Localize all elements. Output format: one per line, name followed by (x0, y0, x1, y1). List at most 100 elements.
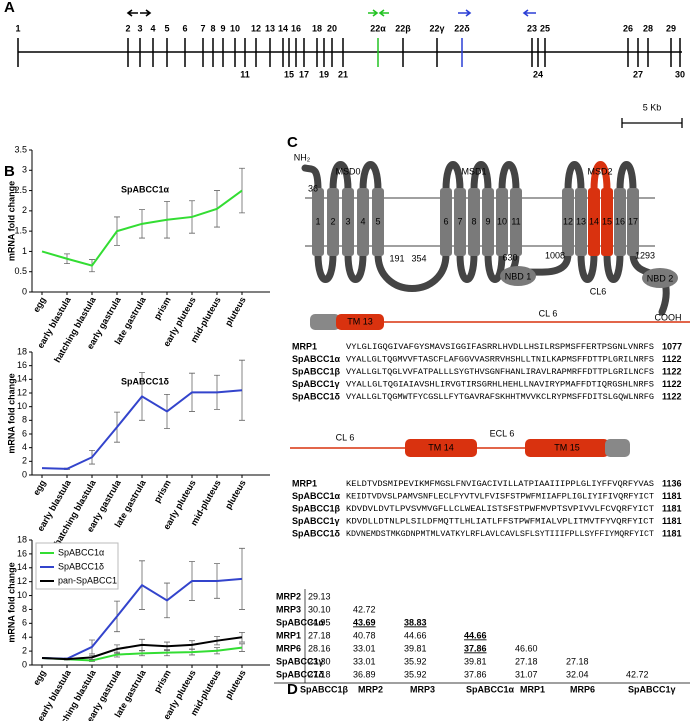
sequence-name: SpABCC1α (292, 354, 341, 364)
primer-arrow (126, 9, 138, 17)
sequence: VYALLGLTQGMVVFTASCFLAFGGVVASRRVHSHLLTNIL… (346, 356, 654, 365)
cell: 35.92 (404, 656, 427, 666)
helix-label: 15 (602, 216, 612, 226)
y-tick-label: 16 (17, 360, 27, 370)
residue-number: 354 (411, 253, 426, 263)
series-line (41, 646, 243, 662)
cell: 28.16 (308, 643, 331, 653)
tm-cylinder (605, 439, 630, 457)
sequence: VYLGLIGQGIVAFGYSMAVSIGGIFASRRLHVDLLHSILR… (346, 343, 654, 352)
y-tick-label: 3.5 (14, 144, 27, 154)
column-label: MRP6 (570, 684, 595, 694)
row-label: SpABCC1α (276, 617, 325, 627)
residue-number: 630 (502, 252, 517, 262)
cell: 42.72 (626, 669, 649, 679)
chart-title: SpABCC1α (121, 184, 170, 194)
y-tick-label: 12 (17, 387, 27, 397)
row-label: SpABCC1γ (276, 656, 324, 666)
cell: 40.78 (353, 630, 376, 640)
exon-label: 28 (643, 23, 653, 33)
cell: 39.81 (464, 656, 487, 666)
cell: 42.72 (353, 604, 376, 614)
loop (470, 161, 492, 194)
nbd-label: NBD 2 (647, 273, 674, 283)
loop (314, 250, 337, 283)
helix-label: 17 (628, 216, 638, 226)
exon-label: 24 (533, 69, 543, 79)
exon-label: 7 (200, 23, 205, 33)
sequence: KDVNEMDSTMKGDNPMTMLVATKYLRFLAVLCAVLSFLSY… (346, 530, 654, 539)
cell: 36.89 (353, 669, 376, 679)
y-tick-label: 2 (22, 645, 27, 655)
cell: 27.18 (308, 630, 331, 640)
legend-label: SpABCC1δ (58, 561, 104, 571)
sequence-name: SpABCC1γ (292, 516, 340, 526)
chart-title: SpABCC1δ (121, 376, 170, 386)
exon-label: 25 (540, 23, 550, 33)
helix (312, 188, 324, 256)
y-tick-label: 18 (17, 346, 27, 356)
cell: 27.18 (515, 656, 538, 666)
cell: 29.13 (308, 591, 331, 601)
y-tick-label: 1.5 (14, 226, 27, 236)
y-tick-label: 1 (22, 246, 27, 256)
domain-label: MSD1 (461, 166, 486, 176)
cell: 39.81 (404, 643, 427, 653)
primers (126, 9, 536, 17)
helix (588, 188, 600, 256)
c-terminus: COOH (655, 312, 682, 322)
residue-number: 1293 (635, 250, 655, 260)
residue-end: 1181 (662, 491, 682, 501)
exon-label: 13 (265, 23, 275, 33)
tm-cylinder (525, 439, 609, 457)
exon-label: 27 (633, 69, 643, 79)
helix (627, 188, 639, 256)
error-bar (239, 643, 245, 652)
y-axis-label: mRNA fold change (6, 562, 16, 642)
sequence: KDVDVLDVTLPVSVMVGFLLCLWEALISTSFSTPWFMVPT… (346, 505, 654, 514)
exon-label: 22δ (454, 23, 470, 33)
loop (456, 250, 478, 283)
residue-end: 1122 (662, 366, 682, 376)
series-line (41, 389, 243, 470)
column-label: SpABCC1α (466, 684, 515, 694)
row-label: MRP6 (276, 643, 301, 653)
exon-label: 4 (150, 23, 155, 33)
sequence-name: SpABCC1δ (292, 528, 341, 538)
exon-label: 5 (164, 23, 169, 33)
row-label: MRP1 (276, 630, 301, 640)
series-line (41, 189, 243, 267)
sequence: VYALLGLTQGMWTFYCGSLLFYTGAVRAFSKHHTMVVKCL… (346, 393, 654, 402)
sequence-name: SpABCC1γ (292, 379, 340, 389)
cell: 27.18 (566, 656, 589, 666)
primer-arrow (140, 9, 152, 17)
y-tick-label: 18 (17, 534, 27, 544)
domain-label: MSD0 (335, 166, 360, 176)
primer-arrow (458, 9, 472, 17)
sequence-name: SpABCC1β (292, 503, 341, 513)
cell: 44.66 (404, 630, 427, 640)
series-line (41, 577, 243, 660)
tm-label: TM 14 (428, 442, 454, 452)
domain-label: MSD2 (587, 166, 612, 176)
y-tick-label: 2.5 (14, 185, 27, 195)
column-label: MRP2 (358, 684, 383, 694)
loop (577, 250, 598, 283)
y-tick-label: 0 (22, 659, 27, 669)
exon-label: 18 (312, 23, 322, 33)
helix (440, 188, 452, 256)
y-tick-label: 8 (22, 604, 27, 614)
tm-cylinder (310, 314, 340, 330)
helix (562, 188, 574, 256)
loop (564, 161, 585, 194)
sequence: VYALLGLTQGLVVFATPALLLSYGTHVSGNFHANLIRAVL… (346, 368, 654, 377)
cell: 33.01 (353, 643, 376, 653)
primer-arrow (378, 9, 389, 17)
helix-label: 3 (345, 216, 350, 226)
legend-label: SpABCC1α (58, 547, 104, 557)
exon-label: 6 (182, 23, 187, 33)
residue-end: 1077 (662, 341, 682, 351)
residue-end: 1136 (662, 478, 682, 488)
exon-label: 1 (15, 23, 20, 33)
panel-label: D (287, 681, 298, 698)
